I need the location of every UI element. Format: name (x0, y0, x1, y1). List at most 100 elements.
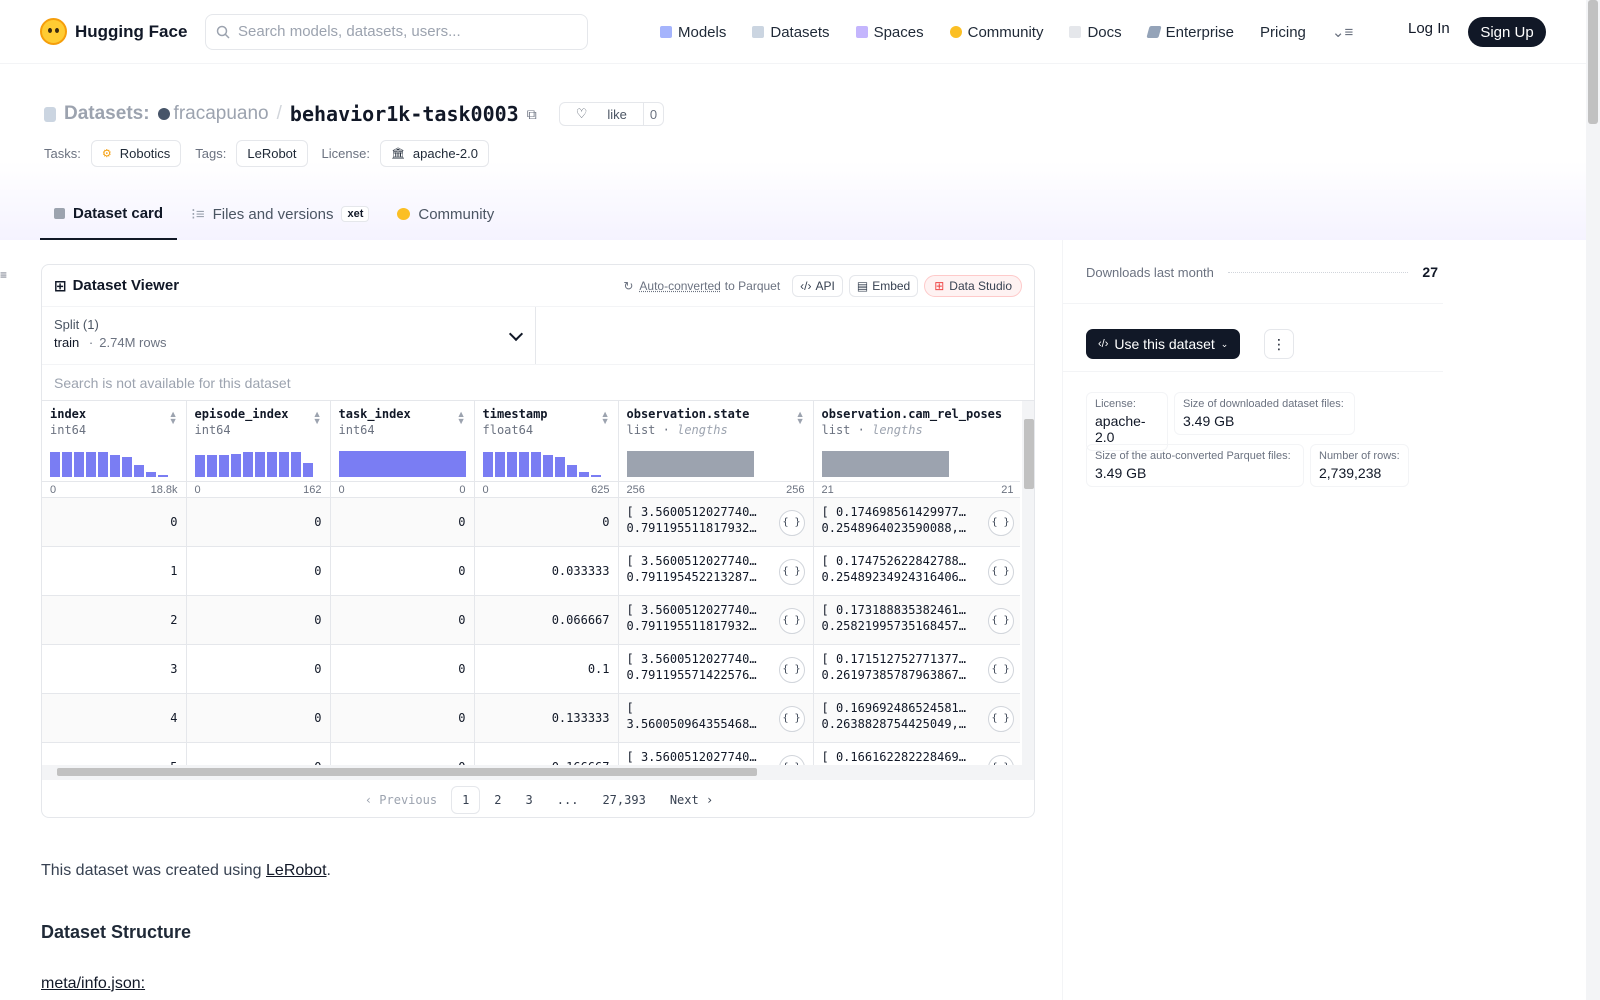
cell-index[interactable]: 2 (42, 595, 187, 645)
tab-community[interactable]: Community (383, 188, 508, 240)
sort-icon[interactable]: ▲ ▼ (600, 409, 610, 426)
cell-index[interactable]: 4 (42, 693, 187, 743)
split-selector[interactable]: Split (1) train · 2.74M rows (42, 307, 536, 364)
histogram-bar[interactable] (518, 452, 529, 477)
expand-json-icon[interactable]: { } (987, 558, 1014, 585)
histogram-bar[interactable] (506, 452, 517, 477)
cell-cam[interactable]: [ 0.17318883538246155, 0.2582199573516845… (813, 595, 1020, 645)
search-input[interactable]: Search models, datasets, users... (238, 23, 461, 40)
toc-toggle-icon[interactable]: ≡ (0, 268, 8, 282)
more-options-button[interactable]: ⋮ (1264, 329, 1294, 359)
histogram-bar[interactable] (542, 455, 553, 477)
expand-json-icon[interactable]: { } (987, 509, 1014, 536)
nav-models[interactable]: Models (660, 24, 726, 41)
login-link[interactable]: Log In (1408, 20, 1450, 37)
sort-icon[interactable]: ▲ ▼ (795, 409, 805, 426)
column-header[interactable]: index int64 ▲ ▼ 0 18.8k (42, 401, 187, 498)
expand-json-icon[interactable]: { } (987, 705, 1014, 732)
cell-index[interactable]: 1 (42, 546, 187, 596)
cell-timestamp[interactable]: 0.033333 (474, 546, 619, 596)
expand-json-icon[interactable]: { } (987, 656, 1014, 683)
histogram-bar[interactable] (254, 452, 265, 477)
scrollbar-thumb[interactable] (1588, 0, 1598, 124)
nav-spaces[interactable]: Spaces (855, 24, 924, 41)
expand-json-icon[interactable]: { } (778, 656, 805, 683)
cell-episode-index[interactable]: 0 (186, 742, 331, 765)
cell-cam[interactable]: [ 0.17469856142997742, 0.2548964023590088… (813, 497, 1020, 547)
histogram-bar[interactable] (566, 465, 577, 477)
cell-episode-index[interactable]: 0 (186, 644, 331, 694)
histogram-bar[interactable] (266, 452, 277, 477)
tab-dataset-card[interactable]: Dataset card (40, 188, 178, 240)
histogram-bar[interactable] (158, 475, 168, 477)
cell-state[interactable]: [ 3.560051202774048, 0.7911955118179321,…… (618, 595, 814, 645)
histogram-bar[interactable] (242, 452, 253, 477)
table-vertical-scrollbar[interactable] (1022, 401, 1034, 765)
page-3-button[interactable]: 3 (525, 792, 533, 807)
cell-timestamp[interactable]: 0.066667 (474, 595, 619, 645)
column-header[interactable]: task_index int64 ▲ ▼ 0 0 (330, 401, 475, 498)
cell-timestamp[interactable]: 0 (474, 497, 619, 547)
histogram-bar[interactable] (482, 452, 493, 477)
cell-cam[interactable]: [ 0.1696924865245819, 0.2638828754425049,… (813, 693, 1020, 743)
histogram-bar[interactable] (206, 455, 217, 477)
histogram-bar[interactable] (194, 455, 205, 477)
histogram-bar[interactable] (86, 452, 96, 477)
column-header[interactable]: episode_index int64 ▲ ▼ 0 162 (186, 401, 331, 498)
cell-task-index[interactable]: 0 (330, 742, 475, 765)
histogram-bar[interactable] (278, 452, 289, 477)
sort-icon[interactable]: ▲ ▼ (312, 409, 322, 426)
brand-logo[interactable]: Hugging Face (40, 18, 205, 45)
cell-timestamp[interactable]: 0.166667 (474, 742, 619, 765)
histogram-bar[interactable] (590, 475, 601, 477)
task-tag-robotics[interactable]: ⚙ Robotics (90, 140, 182, 167)
nav-enterprise[interactable]: Enterprise (1146, 24, 1234, 41)
use-this-dataset-button[interactable]: ‹/› Use this dataset ⌄ (1086, 329, 1241, 359)
histogram-bar[interactable] (494, 452, 505, 477)
nav-datasets[interactable]: Datasets (752, 24, 830, 41)
datasets-link[interactable]: Datasets: (64, 103, 150, 124)
cell-state[interactable]: [ 3.560051202774048, 0.7911955118179321,…… (618, 497, 814, 547)
lerobot-link[interactable]: LeRobot (266, 862, 327, 879)
tag-lerobot[interactable]: LeRobot (236, 140, 308, 167)
signup-button[interactable]: Sign Up (1468, 17, 1546, 47)
cell-index[interactable]: 3 (42, 644, 187, 694)
cell-cam[interactable]: [ 0.17151275277137756, 0.2619738578796386… (813, 644, 1020, 694)
histogram-bar[interactable] (134, 465, 144, 477)
cell-state[interactable]: [3.5600509643554688,… { } (618, 693, 814, 743)
expand-json-icon[interactable]: { } (778, 509, 805, 536)
column-histogram[interactable] (338, 451, 466, 477)
histogram-bar[interactable] (290, 452, 301, 477)
data-studio-button[interactable]: ⊞ Data Studio (924, 274, 1022, 297)
histogram-bar[interactable] (122, 457, 132, 477)
expand-json-icon[interactable]: { } (778, 558, 805, 585)
cell-cam[interactable]: [ 0.1747526228427887, 0.25489234924316406… (813, 546, 1020, 596)
histogram-bar[interactable] (110, 455, 120, 477)
table-horizontal-scrollbar[interactable] (42, 765, 1034, 779)
cell-episode-index[interactable]: 0 (186, 546, 331, 596)
global-search[interactable]: Search models, datasets, users... (205, 13, 588, 50)
expand-json-icon[interactable]: { } (778, 705, 805, 732)
histogram-bar[interactable] (218, 455, 229, 477)
cell-task-index[interactable]: 0 (330, 644, 475, 694)
histogram-bar[interactable] (230, 454, 241, 477)
cell-state[interactable]: [ 3.560051202774048, 0.7911955714225769,…… (618, 644, 814, 694)
cell-state[interactable]: [ 3.560051202774048, 0.7911954522132874,…… (618, 546, 814, 596)
cell-episode-index[interactable]: 0 (186, 693, 331, 743)
cell-timestamp[interactable]: 0.133333 (474, 693, 619, 743)
expand-json-icon[interactable]: { } (778, 754, 805, 765)
sort-icon[interactable]: ▲ ▼ (456, 409, 466, 426)
column-length-bar[interactable] (821, 451, 949, 477)
column-length-bar[interactable] (626, 451, 754, 477)
nav-docs[interactable]: Docs (1069, 24, 1122, 41)
expand-json-icon[interactable]: { } (987, 754, 1014, 765)
cell-cam[interactable]: [ 0.16616228222846985, { } (813, 742, 1020, 765)
page-scrollbar[interactable] (1586, 0, 1600, 1000)
scrollbar-thumb[interactable] (1024, 419, 1034, 489)
nav-community[interactable]: Community (949, 24, 1043, 41)
cell-task-index[interactable]: 0 (330, 497, 475, 547)
nav-more-menu[interactable]: ⌄≡ (1332, 23, 1353, 41)
tab-files[interactable]: ⁝≡ Files and versions xet (177, 188, 383, 240)
previous-page-button[interactable]: ‹ Previous (364, 792, 438, 807)
expand-json-icon[interactable]: { } (778, 607, 805, 634)
